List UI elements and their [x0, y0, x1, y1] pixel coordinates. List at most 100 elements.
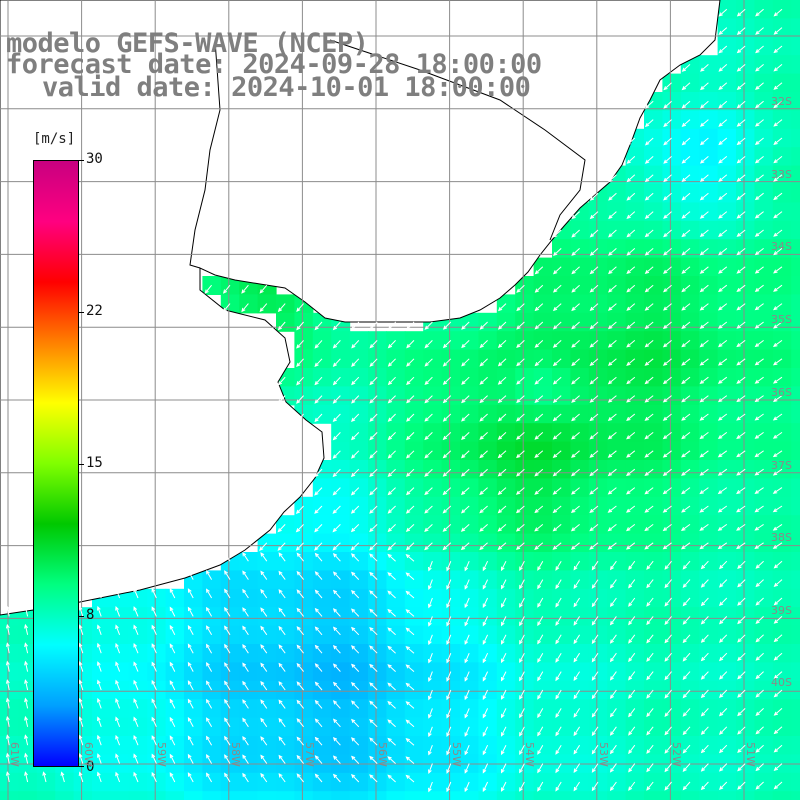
wind-arrow — [773, 119, 783, 127]
wind-arrow — [537, 671, 544, 681]
wind-speed-cell — [772, 73, 792, 93]
wind-speed-cell — [754, 294, 774, 314]
wind-arrow — [626, 376, 636, 384]
wind-arrow — [516, 450, 525, 458]
wind-arrow-head — [699, 288, 705, 293]
wind-arrow — [591, 634, 599, 644]
wind-arrow-head — [24, 715, 28, 721]
wind-arrow — [608, 376, 617, 384]
wind-arrow — [755, 376, 764, 384]
wind-arrow-head — [663, 269, 668, 274]
wind-arrow-head — [681, 159, 686, 164]
wind-speed-cell — [147, 644, 167, 663]
wind-arrow — [736, 358, 746, 366]
wind-arrow — [773, 45, 783, 53]
wind-arrow — [428, 579, 433, 590]
wind-speed-cell — [423, 441, 443, 461]
wind-arrow-head — [500, 658, 505, 664]
wind-speed-cell — [202, 680, 222, 700]
wind-speed-cell — [680, 478, 700, 498]
wind-speed-cell — [552, 331, 571, 351]
wind-arrow — [537, 597, 544, 607]
wind-arrow-head — [24, 642, 28, 648]
wind-arrow — [682, 119, 691, 127]
wind-arrow-head — [115, 642, 119, 648]
wind-arrow-head — [736, 324, 741, 329]
wind-arrow — [260, 681, 268, 691]
wind-speed-cell — [754, 533, 774, 553]
wind-arrow — [443, 395, 452, 403]
wind-arrow-head — [169, 606, 174, 612]
wind-arrow — [224, 662, 231, 672]
wind-speed-cell — [441, 533, 461, 553]
wind-arrow — [115, 680, 121, 691]
wind-speed-cell — [588, 460, 608, 479]
wind-arrow-head — [406, 344, 411, 349]
wind-arrow-head — [573, 750, 578, 755]
wind-arrow — [424, 432, 433, 440]
wind-arrow-head — [222, 289, 228, 294]
wind-arrow-head — [644, 398, 649, 403]
wind-speed-cell — [625, 294, 645, 314]
wind-speed-cell — [515, 404, 535, 424]
wind-arrow-head — [699, 251, 705, 256]
wind-speed-cell — [588, 496, 608, 516]
wind-arrow-head — [446, 787, 450, 793]
wind-arrow — [424, 468, 433, 477]
wind-arrow — [278, 552, 286, 562]
wind-arrow — [610, 781, 617, 791]
wind-speed-cell — [239, 607, 259, 627]
wind-arrow-head — [206, 698, 210, 704]
wind-arrow-head — [681, 86, 687, 91]
wind-speed-cell — [478, 460, 498, 479]
wind-arrow-head — [589, 380, 594, 385]
wind-arrow-head — [387, 472, 392, 477]
wind-arrow-head — [718, 251, 723, 256]
wind-speed-cell — [662, 184, 682, 203]
wind-arrow — [24, 643, 29, 654]
wind-arrow-head — [296, 325, 301, 331]
wind-arrow-head — [773, 711, 779, 716]
wind-speed-cell — [791, 644, 800, 663]
wind-speed-cell — [699, 368, 719, 387]
wind-speed-cell — [460, 441, 479, 461]
wind-arrow-head — [242, 754, 247, 759]
wind-arrow-head — [314, 552, 319, 558]
wind-arrow-head — [500, 695, 505, 700]
wind-arrow — [591, 579, 599, 589]
wind-arrow-head — [700, 657, 706, 662]
wind-arrow — [278, 644, 286, 654]
wind-arrow — [24, 735, 29, 746]
wind-speed-cell — [772, 699, 792, 719]
wind-speed-cell — [515, 515, 535, 535]
wind-speed-cell — [736, 478, 755, 498]
wind-arrow — [590, 248, 599, 256]
wind-arrow-head — [224, 570, 228, 575]
wind-speed-cell — [386, 460, 406, 479]
wind-arrow — [737, 174, 746, 182]
wind-arrow — [628, 744, 636, 754]
wind-speed-cell — [441, 441, 461, 461]
wind-arrow-head — [736, 30, 742, 35]
wind-arrow-head — [424, 472, 429, 477]
wind-arrow-head — [387, 590, 392, 595]
wind-arrow-head — [555, 621, 560, 627]
wind-arrow-head — [571, 435, 576, 440]
wind-arrow — [260, 571, 268, 580]
wind-speed-cell — [754, 570, 774, 590]
wind-arrow — [406, 719, 415, 728]
wind-arrow — [206, 699, 213, 709]
wind-arrow — [683, 708, 691, 717]
wind-arrow-head — [278, 607, 283, 612]
wind-speed-cell — [754, 680, 774, 700]
wind-arrow-head — [736, 269, 741, 274]
wind-arrow — [737, 82, 746, 90]
wind-arrow — [97, 680, 102, 691]
wind-speed-cell — [92, 644, 111, 663]
wind-arrow-head — [296, 344, 301, 349]
wind-speed-cell — [644, 533, 663, 553]
wind-arrow — [501, 744, 507, 755]
wind-arrow-head — [664, 583, 669, 589]
wind-arrow-head — [442, 509, 447, 514]
wind-arrow — [187, 772, 194, 783]
